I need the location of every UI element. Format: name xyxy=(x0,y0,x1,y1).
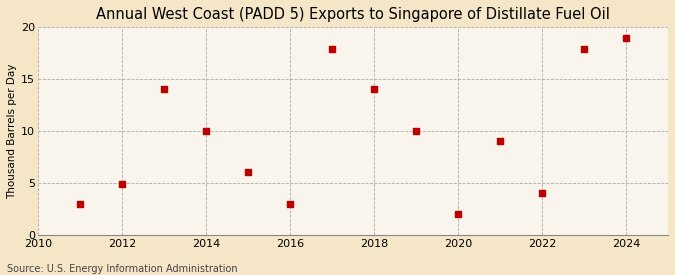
Point xyxy=(495,139,506,144)
Point xyxy=(242,170,253,175)
Point xyxy=(285,201,296,206)
Y-axis label: Thousand Barrels per Day: Thousand Barrels per Day xyxy=(7,63,17,199)
Point xyxy=(159,87,169,92)
Point xyxy=(453,212,464,216)
Point xyxy=(537,191,547,195)
Point xyxy=(200,129,211,133)
Point xyxy=(369,87,379,92)
Title: Annual West Coast (PADD 5) Exports to Singapore of Distillate Fuel Oil: Annual West Coast (PADD 5) Exports to Si… xyxy=(96,7,610,22)
Point xyxy=(410,129,421,133)
Point xyxy=(578,47,589,51)
Point xyxy=(620,35,631,40)
Point xyxy=(117,182,128,186)
Text: Source: U.S. Energy Information Administration: Source: U.S. Energy Information Administ… xyxy=(7,264,238,274)
Point xyxy=(75,201,86,206)
Point xyxy=(327,47,338,51)
